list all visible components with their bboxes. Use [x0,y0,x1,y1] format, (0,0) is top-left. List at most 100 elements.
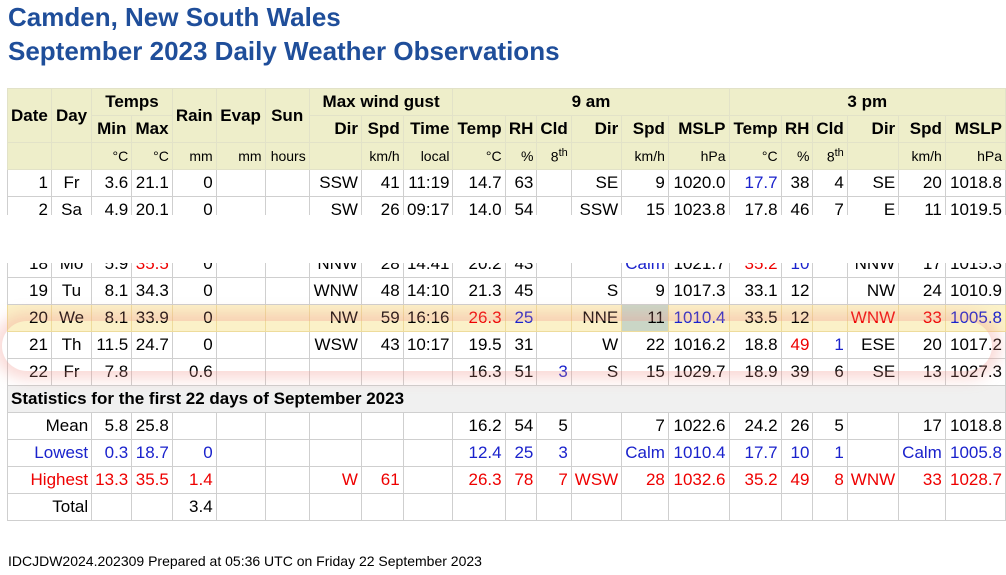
cell-rain: 0.6 [171,358,217,386]
stats-cell-rh9: 54 [504,412,538,440]
cell-mslp3: 1005.8 [944,304,1006,332]
header-evap: Evap [215,88,266,143]
cell-gtime: 14:10 [402,277,454,305]
cell-t9: 14.7 [452,169,506,197]
header-min: Min [91,115,133,143]
cell-spd3: 33 [898,304,946,332]
stats-cell-rain [171,412,217,440]
stats-cell-dir9 [570,439,623,467]
cell-sun [264,331,310,359]
stats-cell-sun [264,493,310,521]
cell-cld9: 3 [536,358,572,386]
stats-cell-dir9 [570,412,623,440]
stats-cell-mslp3 [944,493,1006,521]
header-3pm-spd: Spd [898,115,946,143]
stats-cell-mslp9 [667,493,730,521]
stats-cell-mslp9: 1010.4 [667,439,730,467]
cell-spd9: 15 [621,358,669,386]
stats-cell-rh3 [780,493,814,521]
unit-3pm-temp: °C [728,142,782,170]
stats-cell-gtime [402,493,454,521]
cell-t9: 19.5 [452,331,506,359]
stats-cell-mslp9: 1022.6 [667,412,730,440]
stats-cell-t9: 26.3 [452,466,506,494]
header-row-2: Min Max Dir Spd Time Temp RH Cld Dir Spd… [7,115,1006,143]
stats-cell-rh3: 10 [780,439,814,467]
cell-dir3: SE [846,169,900,197]
cell-rain: 0 [171,277,217,305]
stats-cell-rain: 0 [171,439,217,467]
stats-title: Statistics for the first 22 days of Sept… [7,385,1006,413]
stats-rows: Mean 5.8 25.8 16.2 54 5 7 1022.6 24.2 26 5 17 1018.8… [6,412,1006,521]
screenshot-gap [0,215,1006,263]
header-gust-time: Time [402,115,454,143]
header-max-wind-gust: Max wind gust [308,88,454,116]
stats-cell-cld9: 7 [536,466,572,494]
stats-cell-mslp9: 1032.6 [667,466,730,494]
cell-t3: 17.7 [728,169,782,197]
cell-rain: 0 [171,169,217,197]
cell-cld9 [536,304,572,332]
cell-cld9 [536,169,572,197]
cell-min: 3.6 [91,169,133,197]
cell-mslp9: 1017.3 [667,277,730,305]
stats-row: Mean 5.8 25.8 16.2 54 5 7 1022.6 24.2 26 5 17 1018.8 [6,412,1006,440]
cell-gspd: 43 [360,331,404,359]
cell-mslp3: 1018.8 [944,169,1006,197]
stats-cell-max: 35.5 [131,466,173,494]
header-row-1: Date Day Temps Rain Evap Sun Max wind gu… [7,88,1006,143]
stats-row: Lowest 0.3 18.7 0 12.4 25 3 Calm 1010.4 17.7 10 1 Ca… [6,439,1006,467]
cell-cld3: 1 [812,331,848,359]
stats-cell-spd3: Calm [898,439,946,467]
stats-cell-gspd [360,439,404,467]
cell-evap [215,304,266,332]
stats-cell-gtime [402,439,454,467]
cell-rh3: 12 [780,304,814,332]
stats-cell-spd3 [898,493,946,521]
header-day: Day [50,88,93,143]
header-sun: Sun [264,88,310,143]
cell-cld3 [812,304,848,332]
cell-evap [215,169,266,197]
unit-3pm-cld: 8th [812,142,848,170]
unit-gust-time: local [402,142,454,170]
stats-cell-rh3: 49 [780,466,814,494]
cell-t9: 21.3 [452,277,506,305]
stats-cell-evap [215,493,266,521]
header-3pm-rh: RH [780,115,814,143]
cell-rh9: 25 [504,304,538,332]
stats-cell-spd3: 33 [898,466,946,494]
cell-gtime [402,358,454,386]
header-temps: Temps [91,88,173,116]
cell-mslp3: 1027.3 [944,358,1006,386]
stats-cell-sun [264,412,310,440]
stats-cell-t3: 35.2 [728,466,782,494]
footer-note: IDCJDW2024.202309 Prepared at 05:36 UTC … [8,553,482,569]
stats-cell-gdir [308,493,362,521]
cell-dir9: S [570,358,623,386]
unit-3pm-mslp: hPa [944,142,1006,170]
header-9am-rh: RH [504,115,538,143]
cell-rh9: 31 [504,331,538,359]
unit-9am-temp: °C [452,142,506,170]
cell-rh3: 12 [780,277,814,305]
cell-spd9: 22 [621,331,669,359]
header-3pm-mslp: MSLP [944,115,1006,143]
cell-gdir: WSW [308,331,362,359]
header-gust-dir: Dir [308,115,362,143]
cell-min: 7.8 [91,358,133,386]
stats-cell-rain: 1.4 [171,466,217,494]
cell-sun [264,358,310,386]
cell-min: 11.5 [91,331,133,359]
cell-spd3: 24 [898,277,946,305]
stats-cell-evap [215,439,266,467]
stats-label: Mean [6,412,93,440]
unit-sun: hours [264,142,310,170]
observations-body: 1 Fr 3.6 21.1 0 SSW 41 11:19 14.7 63 SE 9 1020.0 17.7… [7,169,1006,386]
unit-evap: mm [215,142,266,170]
cell-sun [264,169,310,197]
table-row: 22 Fr 7.8 0.6 16.3 51 3 S 15 1029.7 18.9 39 6 SE 13 102… [7,358,1006,386]
cell-mslp3: 1010.9 [944,277,1006,305]
unit-3pm-rh: % [780,142,814,170]
unit-max: °C [131,142,173,170]
